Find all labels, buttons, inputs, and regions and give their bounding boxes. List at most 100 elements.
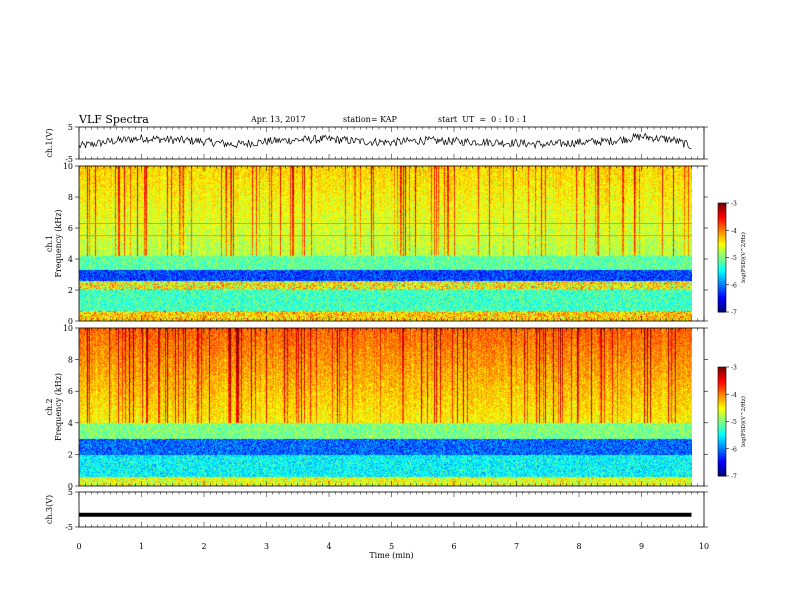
colorbar-cell: [718, 235, 726, 239]
colorbar-cell: [718, 472, 726, 475]
colorbar-cell: [718, 456, 726, 459]
y-tick-label: -5: [65, 155, 73, 164]
colorbar-cell: [718, 381, 726, 384]
y-tick-label: 8: [68, 193, 73, 202]
colorbar-tick-label: -5: [731, 255, 737, 262]
colorbar-cell: [718, 397, 726, 401]
colorbar-cell: [718, 430, 726, 433]
colorbar-cell: [718, 203, 726, 206]
colorbar-cell: [718, 237, 726, 240]
y-tick-label: 6: [68, 224, 73, 233]
y-tick-label: 2: [68, 286, 73, 295]
colorbar-cell: [718, 308, 726, 311]
colorbar-cell: [718, 310, 726, 313]
colorbar-cell: [718, 367, 726, 370]
colorbar-cell: [718, 448, 726, 452]
colorbar-cell: [718, 242, 726, 246]
colorbar-tick-label: -5: [731, 419, 737, 426]
y-tick-label: 0: [68, 317, 73, 326]
y-tick-label: 6: [68, 387, 73, 396]
colorbar-cell: [718, 441, 726, 444]
colorbar-cell: [718, 432, 726, 435]
colorbar-cell: [718, 224, 726, 228]
colorbar-cell: [718, 463, 726, 466]
colorbar-tick-label: -6: [731, 282, 737, 289]
x-tick-label: 9: [639, 542, 644, 551]
colorbar-cell: [718, 474, 726, 477]
colorbar-cell: [718, 253, 726, 257]
colorbar-cell: [718, 392, 726, 395]
colorbar-cell: [718, 421, 726, 424]
x-tick-label: 4: [326, 542, 331, 551]
colorbar-tick-label: -7: [731, 474, 737, 481]
colorbar-cell: [718, 264, 726, 268]
station-label: station= KAP: [343, 115, 397, 124]
y-tick-label: 4: [68, 255, 73, 264]
colorbar-cell: [718, 206, 726, 209]
colorbar-cell: [718, 468, 726, 472]
colorbar-cell: [718, 452, 726, 455]
colorbar-cell: [718, 446, 726, 450]
colorbar-cell: [718, 419, 726, 422]
colorbar-cell: [718, 226, 726, 229]
colorbar-cell: [718, 436, 726, 439]
colorbar-cell: [718, 228, 726, 231]
colorbar-cell: [718, 466, 726, 470]
colorbar-cell: [718, 221, 726, 224]
start-time-label: start UT = 0 : 10 : 1: [438, 115, 528, 124]
colorbar-cell: [718, 417, 726, 421]
x-tick-label: 0: [76, 542, 81, 551]
colorbar-cell: [718, 213, 726, 217]
colorbar-cell: [718, 306, 726, 309]
x-tick-label: 3: [264, 542, 269, 551]
y-tick-label: -5: [65, 523, 73, 532]
colorbar-cell: [718, 416, 726, 419]
colorbar-cell: [718, 408, 726, 412]
chart-title: VLF Spectra: [79, 113, 149, 126]
colorbar-cell: [718, 272, 726, 275]
colorbar-cell: [718, 204, 726, 208]
colorbar-tick-label: -4: [731, 392, 737, 399]
x-tick-label: 8: [576, 542, 581, 551]
x-tick-label: 5: [389, 542, 394, 551]
colorbar-cell: [718, 426, 726, 430]
x-axis-label: Time (min): [369, 551, 413, 560]
colorbar-tick-label: -4: [731, 228, 737, 235]
colorbar-cell: [718, 454, 726, 457]
colorbar-cell: [718, 297, 726, 300]
ch2-spectrogram-image: [79, 328, 692, 486]
colorbar-cell: [718, 377, 726, 381]
colorbar-cell: [718, 461, 726, 464]
colorbar-cell: [718, 275, 726, 278]
colorbar-cell: [718, 239, 726, 242]
colorbar-cell: [718, 414, 726, 417]
colorbar-cell: [718, 212, 726, 215]
x-tick-label: 2: [201, 542, 206, 551]
colorbar-cell: [718, 273, 726, 277]
y-tick-label: 5: [68, 488, 73, 497]
colorbar-cell: [718, 445, 726, 448]
colorbar-cell: [718, 396, 726, 399]
colorbar-cell: [718, 217, 726, 220]
colorbar-cell: [718, 368, 726, 372]
y-axis-label: ch.1(V): [45, 128, 54, 157]
colorbar-cell: [718, 388, 726, 392]
colorbar-cell: [718, 233, 726, 237]
colorbar-cell: [718, 255, 726, 258]
colorbar-cell: [718, 434, 726, 437]
colorbar-cell: [718, 470, 726, 473]
colorbar-cell: [718, 406, 726, 410]
y-tick-label: 8: [68, 356, 73, 365]
colorbar-cell: [718, 222, 726, 226]
colorbar-cell: [718, 412, 726, 415]
colorbar-cell: [718, 299, 726, 302]
colorbar-cell: [718, 290, 726, 293]
y-axis-label: Frequency (kHz): [54, 209, 63, 277]
colorbar-cell: [718, 252, 726, 255]
colorbar-cell: [718, 394, 726, 397]
colorbar-cell: [718, 439, 726, 442]
colorbar-cell: [718, 410, 726, 413]
colorbar-cell: [718, 219, 726, 222]
colorbar-cell: [718, 425, 726, 428]
colorbar-cell: [718, 302, 726, 306]
